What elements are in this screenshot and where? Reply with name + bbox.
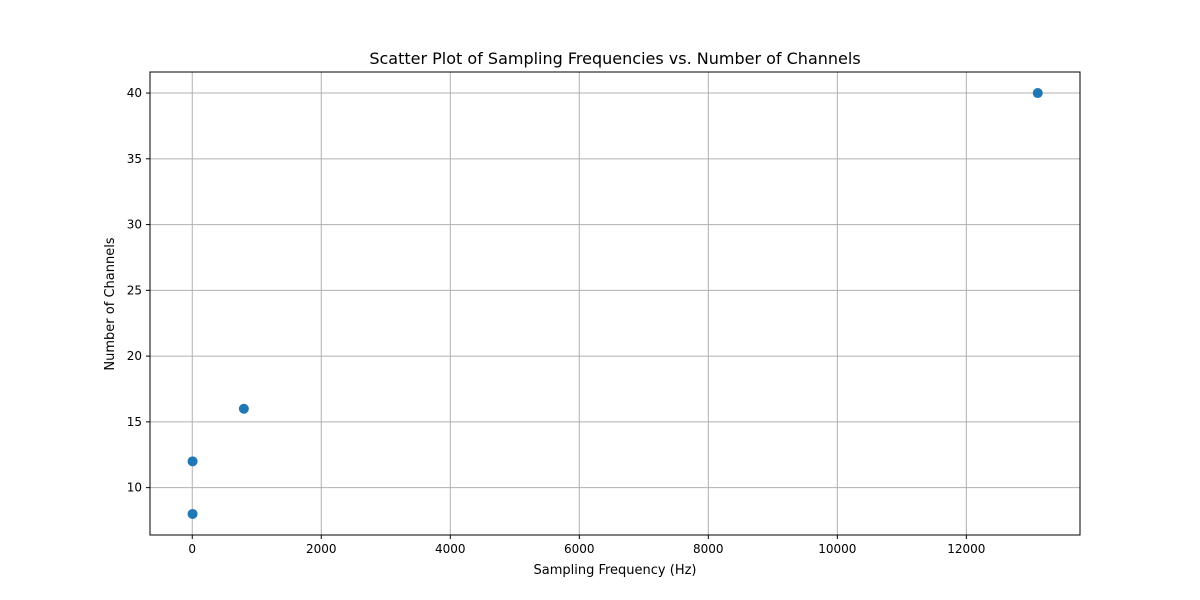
data-points <box>187 88 1043 519</box>
x-tick-label: 4000 <box>435 542 466 556</box>
y-tick-label: 10 <box>127 481 142 495</box>
chart-title: Scatter Plot of Sampling Frequencies vs.… <box>369 49 860 68</box>
y-axis-label: Number of Channels <box>103 237 118 370</box>
axis-ticks: 0 2000 4000 6000 8000 10000 12000 10 15 20 25 30 35 4… <box>127 86 986 556</box>
scatter-point <box>187 508 198 519</box>
y-tick-label: 25 <box>127 283 142 297</box>
plot-area-frame <box>149 71 1081 536</box>
x-tick-label: 2000 <box>306 542 337 556</box>
grid-lines <box>150 72 1080 535</box>
y-tick-label: 30 <box>127 218 142 232</box>
x-tick-label: 6000 <box>564 542 595 556</box>
y-tick-label: 40 <box>127 86 142 100</box>
x-tick-label: 8000 <box>693 542 724 556</box>
x-tick-label: 0 <box>188 542 196 556</box>
x-axis-label: Sampling Frequency (Hz) <box>533 563 696 578</box>
y-tick-label: 35 <box>127 152 142 166</box>
scatter-point <box>1032 88 1043 99</box>
x-tick-label: 10000 <box>818 542 856 556</box>
scatter-point <box>187 456 198 467</box>
scatter-point <box>238 403 249 414</box>
x-tick-label: 12000 <box>947 542 985 556</box>
y-tick-label: 20 <box>127 349 142 363</box>
y-tick-label: 15 <box>127 415 142 429</box>
